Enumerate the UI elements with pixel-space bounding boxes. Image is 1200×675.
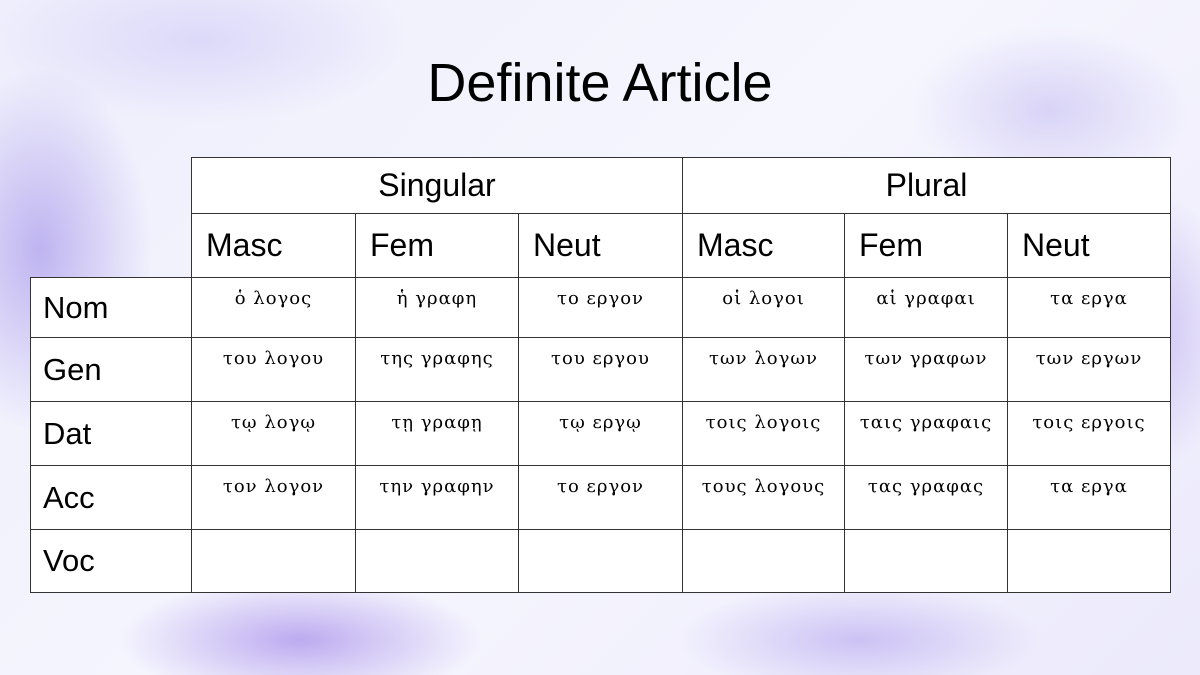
table-row: Voc xyxy=(30,529,1171,593)
article-form-cell: των εργων xyxy=(1007,337,1171,402)
article-form-cell: τῃ γραφῃ xyxy=(355,401,519,466)
article-table: Singular Plural Masc Fem Neut Masc Fem N… xyxy=(30,157,1171,593)
article-form-cell: τοις λογοις xyxy=(682,401,845,466)
article-form-cell: τον λογον xyxy=(191,465,356,530)
article-form-cell xyxy=(844,529,1008,593)
article-form-cell xyxy=(518,529,683,593)
slide-title: Definite Article xyxy=(427,53,773,113)
article-form-cell xyxy=(682,529,845,593)
header-plural: Plural xyxy=(682,157,1171,214)
article-form-cell: των λογων xyxy=(682,337,845,402)
case-label: Acc xyxy=(30,465,192,530)
article-form-cell xyxy=(355,529,519,593)
header-gender: Masc xyxy=(682,213,845,278)
table-row: Gen του λογου της γραφης του εργου των λογων… xyxy=(30,337,1171,402)
article-form-cell: το εργον xyxy=(518,465,683,530)
article-form-cell: αἱ γραφαι xyxy=(844,277,1008,338)
header-gender: Fem xyxy=(355,213,519,278)
article-form-cell xyxy=(191,529,356,593)
article-form-cell: την γραφην xyxy=(355,465,519,530)
case-label: Dat xyxy=(30,401,192,466)
article-form-cell: τας γραφας xyxy=(844,465,1008,530)
article-form-cell: τοις εργοις xyxy=(1007,401,1171,466)
article-form-cell: τους λογους xyxy=(682,465,845,530)
article-form-cell: των γραφων xyxy=(844,337,1008,402)
article-form-cell: τῳ λογῳ xyxy=(191,401,356,466)
table-row: Dat τῳ λογῳ τῃ γραφῃ τῳ εργῳ τοις λογοις ταις… xyxy=(30,401,1171,466)
header-gender: Masc xyxy=(191,213,356,278)
article-form-cell: οἱ λογοι xyxy=(682,277,845,338)
article-form-cell: του λογου xyxy=(191,337,356,402)
article-form-cell: της γραφης xyxy=(355,337,519,402)
article-form-cell: το εργον xyxy=(518,277,683,338)
header-singular: Singular xyxy=(191,157,683,214)
header-gender: Neut xyxy=(518,213,683,278)
article-form-cell: τα εργα xyxy=(1007,277,1171,338)
case-label: Gen xyxy=(30,337,192,402)
table-row: Acc τον λογον την γραφην το εργον τους λογου… xyxy=(30,465,1171,530)
header-gender: Neut xyxy=(1007,213,1171,278)
article-form-cell: τῳ εργῳ xyxy=(518,401,683,466)
case-label: Nom xyxy=(30,277,192,338)
case-label: Voc xyxy=(30,529,192,593)
article-form-cell: ταις γραφαις xyxy=(844,401,1008,466)
article-form-cell: του εργου xyxy=(518,337,683,402)
article-form-cell: ὁ λογος xyxy=(191,277,356,338)
corner-cell xyxy=(31,214,192,278)
table-row: Nom ὁ λογος ἡ γραφη το εργον οἱ λογοι αἱ γραφ… xyxy=(30,277,1171,338)
article-form-cell xyxy=(1007,529,1171,593)
article-form-cell: τα εργα xyxy=(1007,465,1171,530)
article-form-cell: ἡ γραφη xyxy=(355,277,519,338)
corner-cell xyxy=(31,158,192,214)
header-gender: Fem xyxy=(844,213,1008,278)
